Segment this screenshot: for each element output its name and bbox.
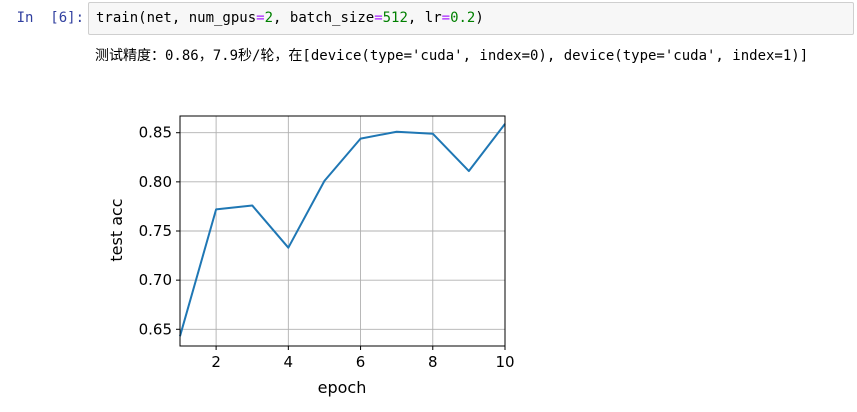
series-line: [179, 123, 506, 337]
x-tick-label: 8: [428, 353, 438, 371]
y-tick-label: 0.65: [139, 320, 172, 338]
code-token: =: [374, 10, 383, 26]
tick-layer: 2 4 6 8 10 0.65 0.70 0.75 0.80 0.85: [139, 124, 515, 371]
y-axis-label: test acc: [107, 198, 126, 261]
code-token: , batch_size: [273, 10, 375, 26]
code-token: ): [475, 10, 484, 26]
code-token: 2: [264, 10, 274, 26]
code-input-area[interactable]: train(net, num_gpus=2, batch_size=512, l…: [88, 2, 854, 35]
output-text: 测试精度：0.86，7.9秒/轮，在[device(type='cuda', i…: [95, 48, 809, 64]
code-token: =: [441, 10, 451, 26]
x-tick-label: 2: [211, 353, 221, 371]
y-tick-label: 0.75: [139, 222, 172, 240]
code-token: 0.2: [450, 10, 476, 26]
code-token: , lr: [407, 10, 442, 26]
x-tick-label: 10: [495, 353, 514, 371]
x-axis-label: epoch: [318, 378, 367, 397]
code-token: =: [256, 10, 265, 26]
x-tick-label: 6: [356, 353, 366, 371]
code-token: train(net, num_gpus: [96, 10, 257, 26]
y-tick-label: 0.85: [139, 124, 172, 142]
series-layer: [179, 123, 506, 337]
code-token: 512: [382, 10, 408, 26]
grid-layer: [180, 116, 506, 346]
y-tick-label: 0.80: [139, 173, 172, 191]
x-tick-label: 4: [284, 353, 294, 371]
input-prompt: In [6]:: [16, 10, 84, 26]
y-tick-label: 0.70: [139, 271, 172, 289]
code-line: train(net, num_gpus=2, batch_size=512, l…: [96, 3, 484, 34]
